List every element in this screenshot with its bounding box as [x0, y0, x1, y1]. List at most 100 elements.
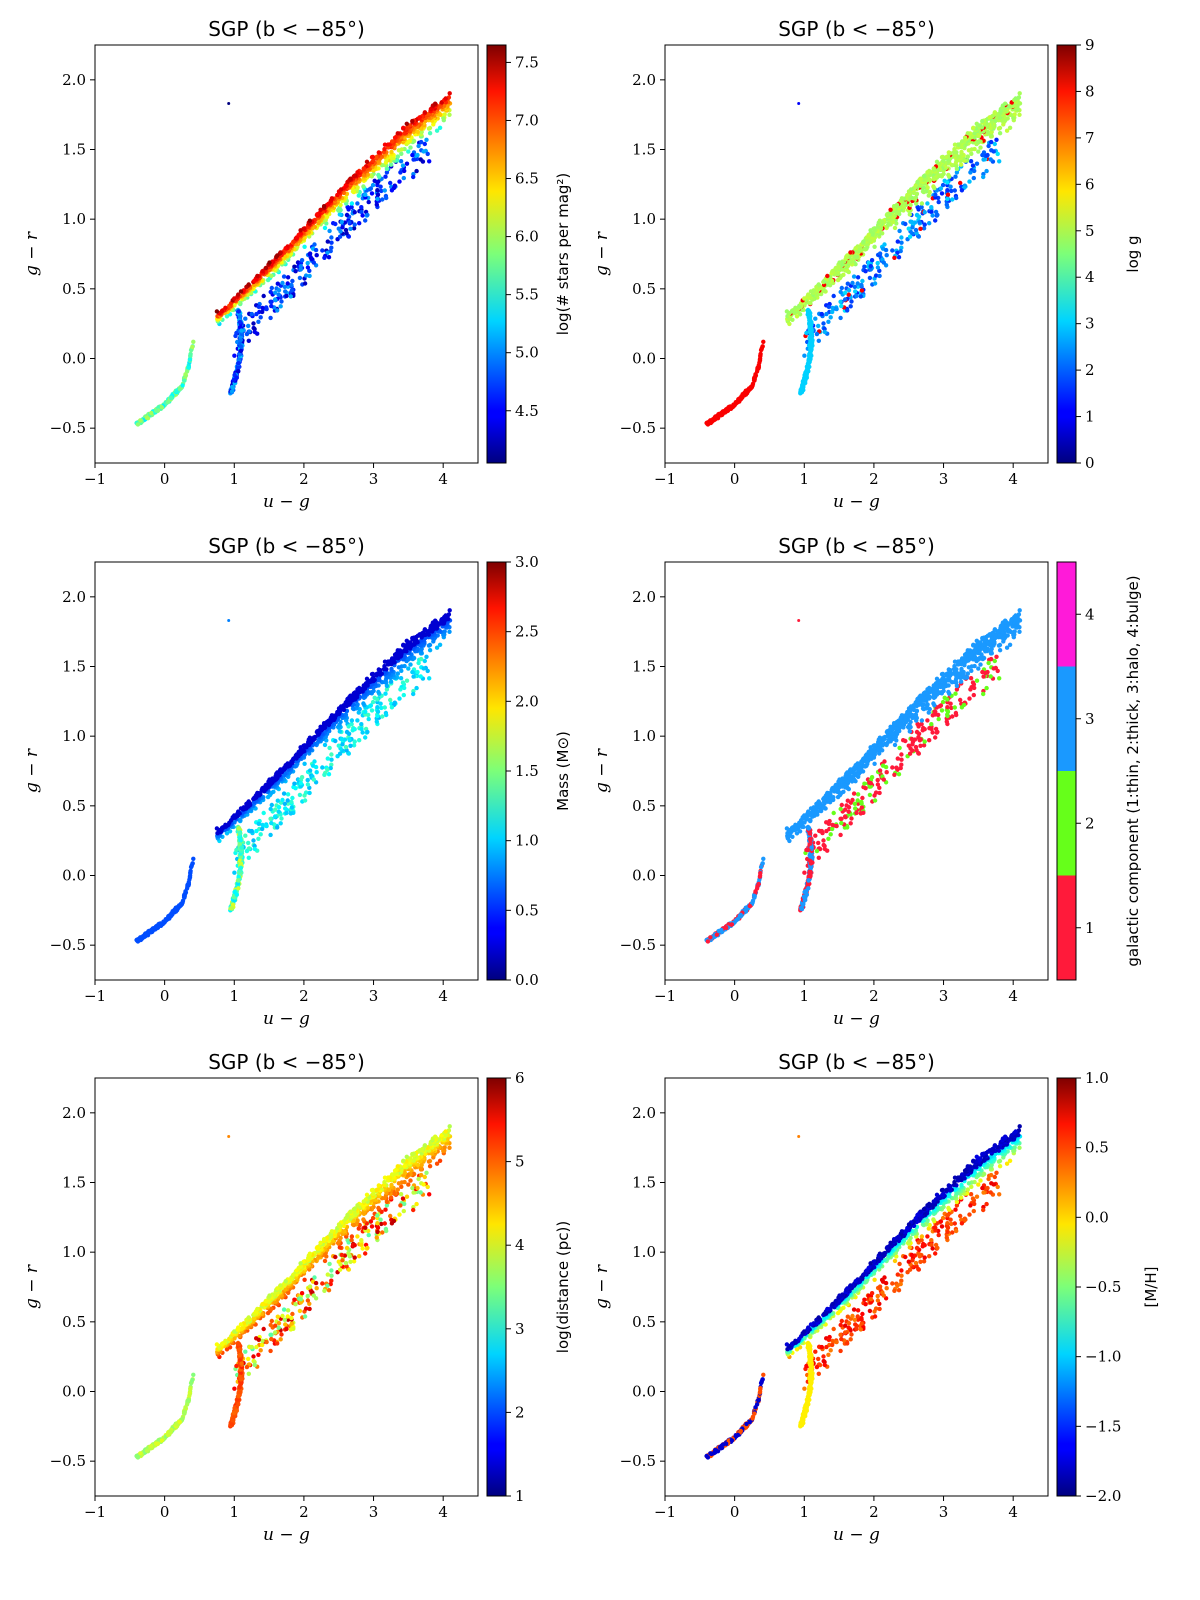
star-point	[369, 708, 375, 713]
star-point	[361, 701, 366, 706]
star-point	[925, 201, 930, 206]
x-axis-label: u − g	[263, 492, 310, 512]
star-point	[852, 284, 857, 289]
star-point	[747, 386, 752, 392]
star-point	[352, 222, 357, 227]
star-point	[813, 316, 818, 321]
star-point	[267, 260, 272, 265]
y-tick-label: 0.0	[62, 867, 86, 885]
star-point	[369, 155, 375, 160]
star-point	[410, 635, 415, 641]
star-point	[447, 91, 452, 96]
star-point	[399, 151, 404, 156]
colorbar-tick-label: 7.5	[515, 53, 539, 71]
star-point	[888, 207, 893, 212]
star-point	[378, 184, 383, 189]
star-point	[269, 802, 274, 808]
x-axis-label: u − g	[263, 1009, 310, 1029]
star-point	[273, 290, 278, 295]
star-point	[848, 304, 853, 309]
star-point	[138, 935, 143, 940]
star-point	[223, 822, 228, 827]
star-point	[910, 225, 915, 230]
colorbar-tick-label: 6.5	[515, 170, 539, 188]
star-point	[708, 418, 713, 423]
star-point	[415, 152, 420, 158]
star-point	[219, 825, 225, 831]
star-point	[329, 245, 334, 250]
star-point	[283, 289, 288, 294]
star-point	[414, 685, 419, 691]
star-point	[337, 729, 342, 734]
star-point	[369, 191, 375, 196]
star-point	[237, 352, 242, 357]
star-point	[752, 378, 757, 383]
star-point	[946, 172, 951, 178]
star-point	[933, 192, 938, 197]
star-point	[895, 239, 900, 244]
star-point	[976, 149, 981, 154]
colorbar-label: log g	[1124, 235, 1142, 272]
star-point	[293, 786, 298, 791]
star-point	[427, 159, 432, 164]
star-point	[915, 179, 920, 185]
star-point	[401, 125, 406, 130]
star-point	[442, 112, 447, 117]
star-point	[284, 810, 289, 816]
star-point	[324, 221, 329, 226]
star-point	[925, 170, 930, 175]
star-point	[238, 806, 244, 811]
star-point	[356, 193, 361, 198]
star-point	[326, 255, 332, 260]
star-point	[188, 347, 194, 353]
star-point	[705, 422, 711, 427]
star-point	[363, 218, 368, 223]
star-point	[223, 305, 228, 310]
star-point	[845, 308, 850, 313]
star-point	[427, 648, 433, 653]
star-point	[329, 235, 334, 240]
star-point	[398, 687, 403, 692]
star-point	[382, 146, 387, 152]
star-point	[376, 172, 381, 178]
x-tick-label: −1	[84, 470, 106, 488]
star-point	[418, 674, 423, 679]
star-point	[322, 772, 327, 777]
star-point	[389, 139, 395, 144]
colorbar-tick-label: 7.0	[515, 111, 539, 129]
star-point	[180, 383, 185, 388]
star-point	[830, 269, 835, 274]
star-point	[985, 152, 990, 158]
x-tick-label: 2	[299, 470, 309, 488]
star-point	[361, 683, 366, 688]
star-point	[281, 274, 287, 279]
star-point	[275, 253, 280, 258]
star-point	[406, 666, 411, 671]
star-point	[282, 284, 287, 289]
x-tick-label: 4	[1008, 470, 1018, 488]
star-point	[268, 832, 273, 838]
star-point	[256, 319, 261, 324]
star-point	[825, 273, 830, 279]
star-point	[389, 149, 394, 155]
star-point	[307, 735, 313, 740]
star-point	[298, 264, 303, 269]
star-point	[321, 204, 327, 209]
star-point	[177, 386, 182, 392]
colorbar-tick-label: 4.5	[515, 402, 539, 420]
star-point	[346, 234, 351, 239]
star-point	[346, 207, 351, 212]
panel-2: SGP (b < −85°)−1 0 1 2 3 4−0.50.00.51.01.52.0…	[592, 17, 1142, 512]
star-point	[349, 204, 354, 210]
star-point	[174, 388, 179, 394]
star-point	[298, 745, 303, 750]
star-point	[318, 724, 323, 729]
star-point	[896, 772, 902, 777]
colorbar-tick-label: 9	[1085, 36, 1095, 54]
star-point	[267, 777, 272, 782]
star-point	[441, 115, 446, 121]
star-point	[380, 197, 385, 202]
star-point	[826, 304, 831, 309]
y-tick-label: 0.0	[632, 350, 656, 368]
star-point	[819, 311, 824, 317]
